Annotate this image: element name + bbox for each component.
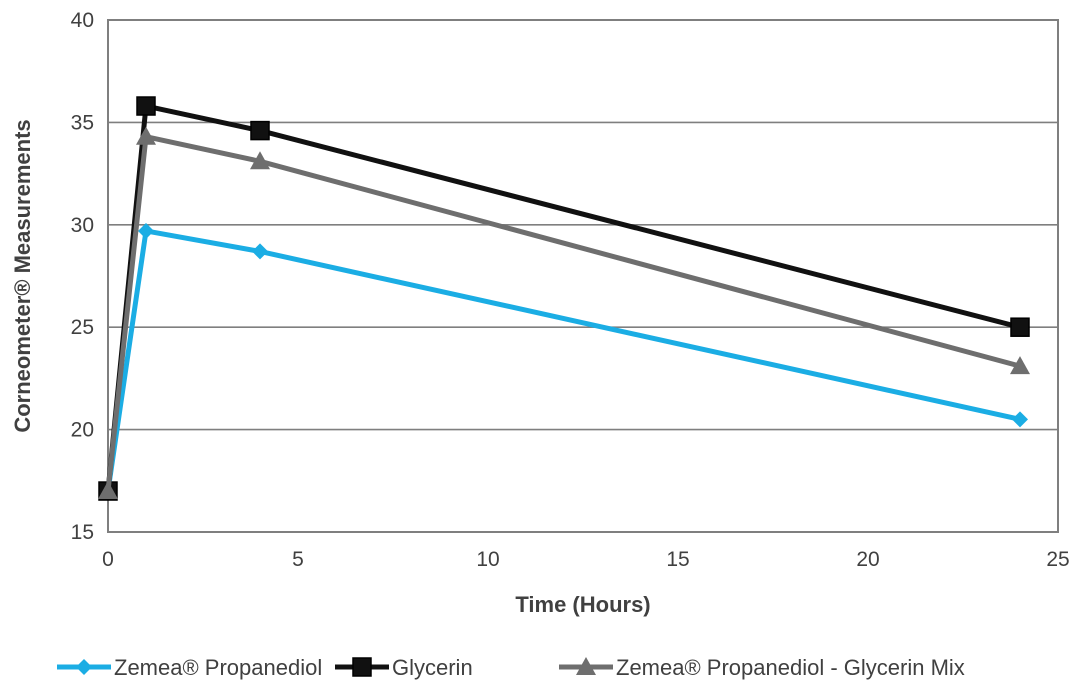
x-tick-label: 20 [856,548,879,571]
tick-labels: 15 20 25 30 35 40 0 5 10 15 20 25 [71,9,1070,571]
diamond-marker [252,243,268,260]
x-axis-title: Time (Hours) [515,592,650,617]
legend-item[interactable]: Glycerin [335,655,473,680]
x-tick-label: 0 [102,548,114,571]
triangle-marker [98,481,118,500]
y-tick-label: 35 [71,111,94,134]
y-tick-label: 20 [71,419,94,442]
x-tick-label: 10 [476,548,499,571]
triangle-marker [1010,356,1030,375]
gridlines [108,19,1058,533]
series-line [105,103,1021,492]
series-line [105,228,1021,492]
diamond-marker [1012,411,1028,428]
square-marker [250,120,270,141]
series-1 [100,222,1028,500]
diamond-marker [76,659,92,675]
legend-label: Zemea® Propanediol - Glycerin Mix [616,655,965,680]
x-tick-label: 5 [292,548,304,571]
legend[interactable]: Zemea® Propanediol Glycerin Zemea® Propane… [57,655,965,680]
plot-area-frame [107,19,1059,533]
series-line [105,134,1021,492]
series-lines [98,96,1030,501]
x-tick-label: 25 [1046,548,1069,571]
y-tick-label: 25 [71,316,94,339]
series-3 [98,126,1030,500]
square-marker [1010,317,1030,337]
legend-item[interactable]: Zemea® Propanediol [57,655,322,680]
legend-item[interactable]: Zemea® Propanediol - Glycerin Mix [559,655,965,680]
legend-label: Zemea® Propanediol [114,655,322,680]
legend-label: Glycerin [392,655,473,680]
y-axis-title: Corneometer® Measurements [10,119,35,432]
triangle-marker [250,151,270,170]
y-tick-label: 40 [71,9,94,32]
triangle-marker [136,126,156,145]
square-marker [136,96,156,116]
diamond-marker [138,222,154,239]
y-tick-label: 30 [71,214,94,237]
x-tick-label: 15 [666,548,689,571]
triangle-marker [576,657,596,675]
y-tick-label: 15 [71,521,94,544]
square-marker [352,657,372,677]
